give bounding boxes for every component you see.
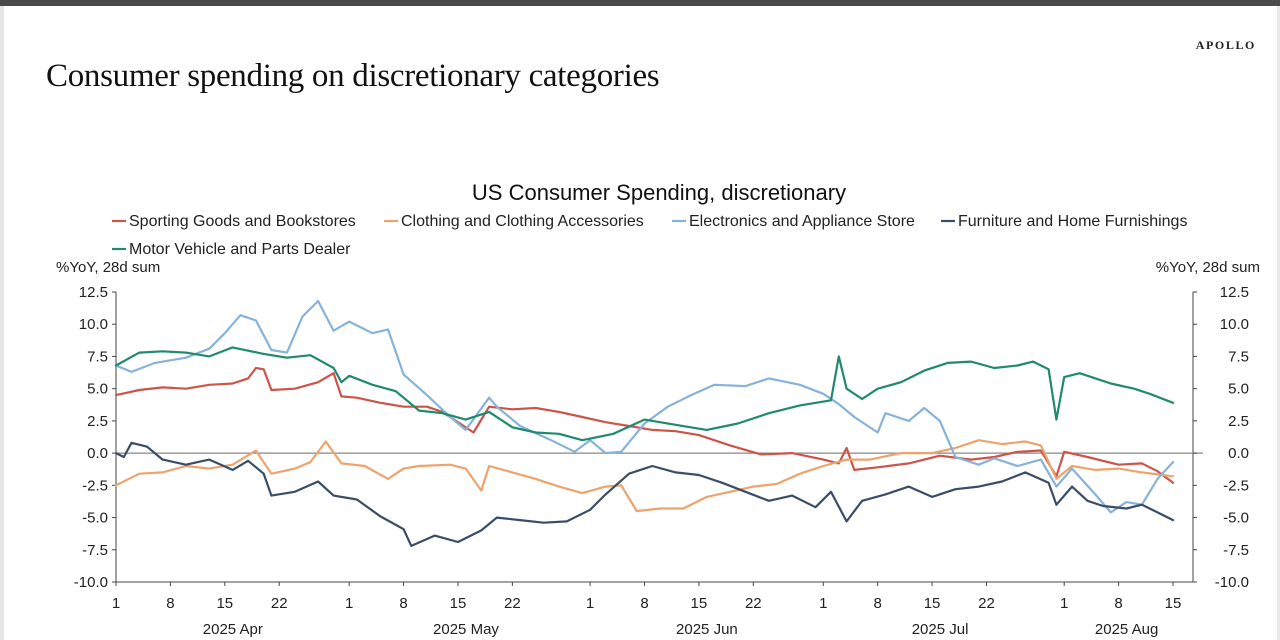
y-tick-label-left: 10.0 (79, 316, 108, 333)
chart-title: US Consumer Spending, discretionary (472, 180, 846, 205)
legend-item: Sporting Goods and Bookstores (112, 213, 356, 230)
legend-label: Furniture and Home Furnishings (958, 213, 1187, 230)
x-tick-label: 1 (112, 595, 120, 612)
x-month-label: 2025 Aug (1095, 621, 1158, 638)
y-tick-label-right: 5.0 (1228, 381, 1249, 398)
right-edge (1277, 6, 1280, 640)
legend-label: Sporting Goods and Bookstores (129, 213, 356, 230)
x-month-label: 2025 Jun (676, 621, 738, 638)
series-line (114, 366, 1175, 484)
y-tick-label-right: 7.5 (1228, 348, 1249, 365)
y-tick-label-left: -7.5 (82, 542, 108, 559)
y-tick-label-right: 0.0 (1228, 445, 1249, 462)
window-top-bar (0, 0, 1280, 6)
legend-label: Motor Vehicle and Parts Dealer (129, 241, 351, 258)
x-tick-label: 15 (1165, 595, 1182, 612)
x-tick-label: 15 (450, 595, 467, 612)
x-tick-label: 8 (166, 595, 174, 612)
x-tick-label: 1 (586, 595, 594, 612)
legend-item: Furniture and Home Furnishings (941, 213, 1187, 230)
y-tick-label-left: -2.5 (82, 477, 108, 494)
legend-item: Electronics and Appliance Store (672, 213, 915, 230)
y-tick-label-left: 5.0 (87, 381, 108, 398)
x-tick-label: 22 (745, 595, 762, 612)
legend-item: Clothing and Clothing Accessories (384, 213, 644, 230)
x-tick-label: 1 (819, 595, 827, 612)
y-tick-label-right: 2.5 (1228, 413, 1249, 430)
y-tick-label-left: -5.0 (82, 510, 108, 527)
x-tick-label: 8 (640, 595, 648, 612)
x-tick-label: 1 (345, 595, 353, 612)
y-tick-label-right: -5.0 (1223, 510, 1249, 527)
x-tick-label: 22 (271, 595, 288, 612)
x-tick-label: 15 (691, 595, 708, 612)
y-tick-label-right: 12.5 (1220, 284, 1249, 301)
legend-label: Clothing and Clothing Accessories (401, 213, 644, 230)
right-axis-unit: %YoY, 28d sum (1156, 259, 1260, 276)
brand-logo: APOLLO (1195, 38, 1256, 52)
y-tick-label-right: 10.0 (1220, 316, 1249, 333)
x-tick-label: 15 (924, 595, 941, 612)
series-line (114, 346, 1175, 442)
series-line (114, 441, 1175, 547)
x-month-label: 2025 Apr (203, 621, 263, 638)
y-tick-label-right: -2.5 (1223, 477, 1249, 494)
series-line (114, 439, 1175, 513)
chart-series (114, 299, 1175, 547)
y-tick-label-right: -7.5 (1223, 542, 1249, 559)
left-edge (0, 6, 4, 640)
chart-legend: Sporting Goods and Bookstores Clothing an… (112, 213, 1187, 258)
x-tick-label: 22 (504, 595, 521, 612)
slide-title: Consumer spending on discretionary categ… (46, 58, 660, 94)
x-tick-label: 15 (216, 595, 233, 612)
x-tick-label: 8 (399, 595, 407, 612)
y-tick-label-right: -10.0 (1215, 574, 1249, 591)
legend-label: Electronics and Appliance Store (689, 213, 915, 230)
x-tick-label: 8 (873, 595, 881, 612)
y-tick-label-left: 0.0 (87, 445, 108, 462)
legend-item: Motor Vehicle and Parts Dealer (112, 241, 351, 258)
x-month-label: 2025 May (433, 621, 499, 638)
x-tick-label: 22 (978, 595, 995, 612)
chart-axes: 12.5 12.5 10.0 10.0 7.5 7.5 5.0 5.0 2.5 2.5 0.0 0.0… (74, 284, 1249, 638)
y-tick-label-left: 2.5 (87, 413, 108, 430)
x-tick-label: 1 (1060, 595, 1068, 612)
x-tick-label: 8 (1114, 595, 1122, 612)
series-line (114, 299, 1175, 514)
left-axis-unit: %YoY, 28d sum (56, 259, 160, 276)
x-month-label: 2025 Jul (912, 621, 969, 638)
y-tick-label-left: 12.5 (79, 284, 108, 301)
y-tick-label-left: -10.0 (74, 574, 108, 591)
y-tick-label-left: 7.5 (87, 348, 108, 365)
